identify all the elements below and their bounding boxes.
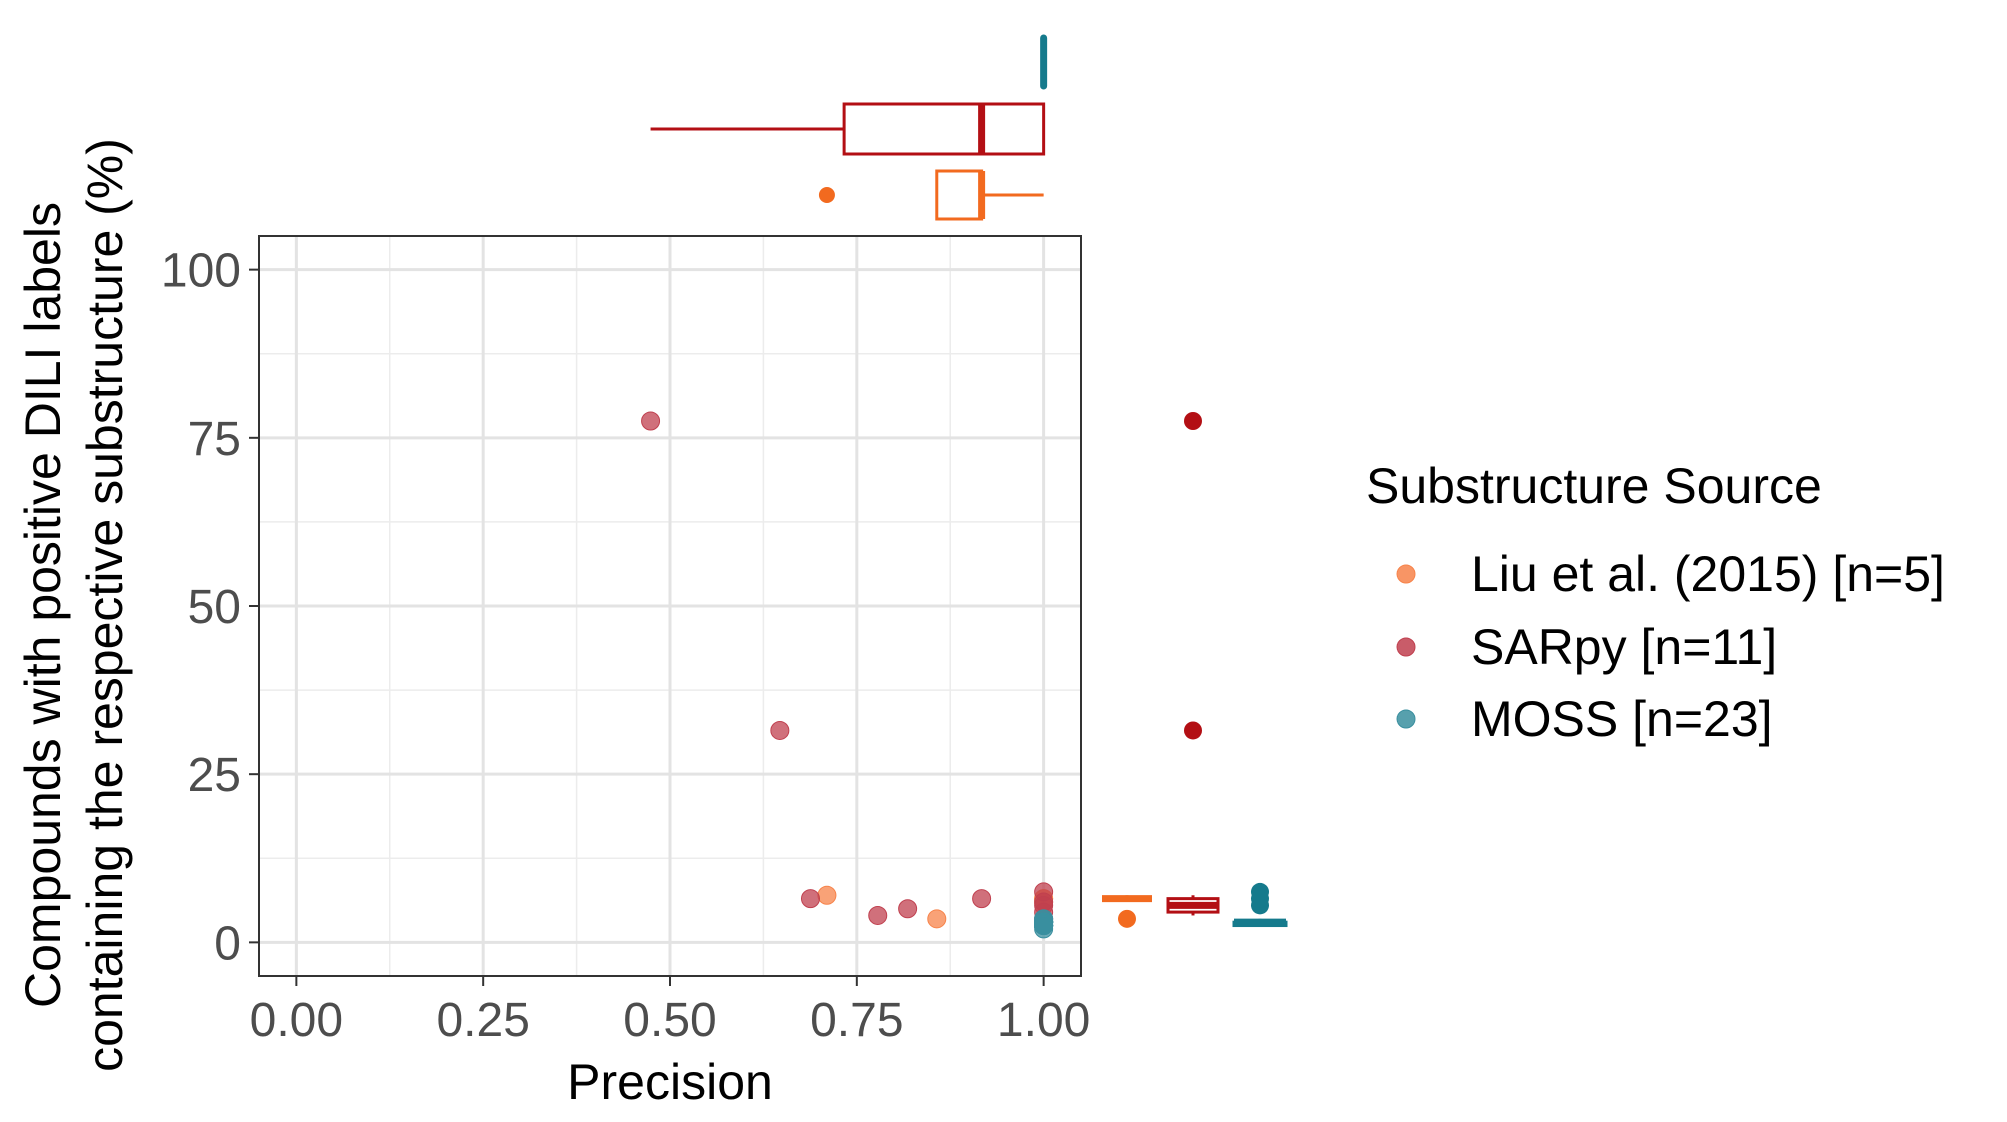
axes: 0.00 0.25 0.50 0.75 1.00 0 25 50 75 100: [161, 245, 1090, 1047]
data-point: [927, 909, 947, 929]
right-marginal-boxplots: [1102, 412, 1288, 928]
marginal-box: [935, 169, 984, 221]
x-tick-label: 0.50: [623, 994, 716, 1047]
legend-title: Substructure Source: [1366, 458, 1822, 514]
data-point: [898, 899, 918, 919]
y-tick-label: 100: [161, 245, 241, 298]
data-point: [770, 720, 790, 740]
data-point: [1034, 916, 1054, 936]
marginal-outlier: [1118, 909, 1136, 928]
marginal-box: [842, 102, 1046, 156]
data-point: [1034, 892, 1054, 912]
top-marginal-boxplots: [650, 34, 1048, 221]
data-point: [972, 889, 992, 909]
legend-key: [1396, 564, 1416, 584]
marginal-outlier: [1184, 412, 1202, 430]
marginal-outlier: [1251, 882, 1269, 901]
legend: Substructure Source Liu et al. (2015) [n…: [1366, 458, 1945, 747]
grid-lines: [259, 236, 1081, 976]
data-point: [868, 905, 888, 925]
y-axis-title-line-1: Compounds with positive DILI labels: [15, 202, 71, 1008]
marginal-outlier: [1184, 721, 1202, 740]
y-axis-title-line-2: containing the respective substructure (…: [77, 138, 133, 1072]
legend-key: [1396, 709, 1416, 729]
data-point: [817, 885, 837, 905]
x-tick-label: 0.25: [436, 994, 529, 1047]
x-axis-title: Precision: [567, 1054, 773, 1110]
legend-label: Liu et al. (2015) [n=5]: [1471, 546, 1945, 602]
data-point: [641, 411, 661, 431]
legend-label: MOSS [n=23]: [1471, 691, 1773, 747]
marginal-outlier: [818, 187, 835, 203]
data-point: [800, 889, 820, 909]
x-tick-label: 0.00: [250, 994, 343, 1047]
data-points: [641, 411, 1054, 939]
y-tick-label: 75: [188, 413, 241, 466]
legend-key: [1396, 637, 1416, 657]
y-tick-label: 25: [188, 749, 241, 802]
y-tick-label: 50: [188, 581, 241, 634]
x-tick-label: 0.75: [810, 994, 903, 1047]
y-tick-label: 0: [214, 917, 241, 970]
x-tick-label: 1.00: [997, 994, 1090, 1047]
legend-label: SARpy [n=11]: [1471, 619, 1777, 675]
